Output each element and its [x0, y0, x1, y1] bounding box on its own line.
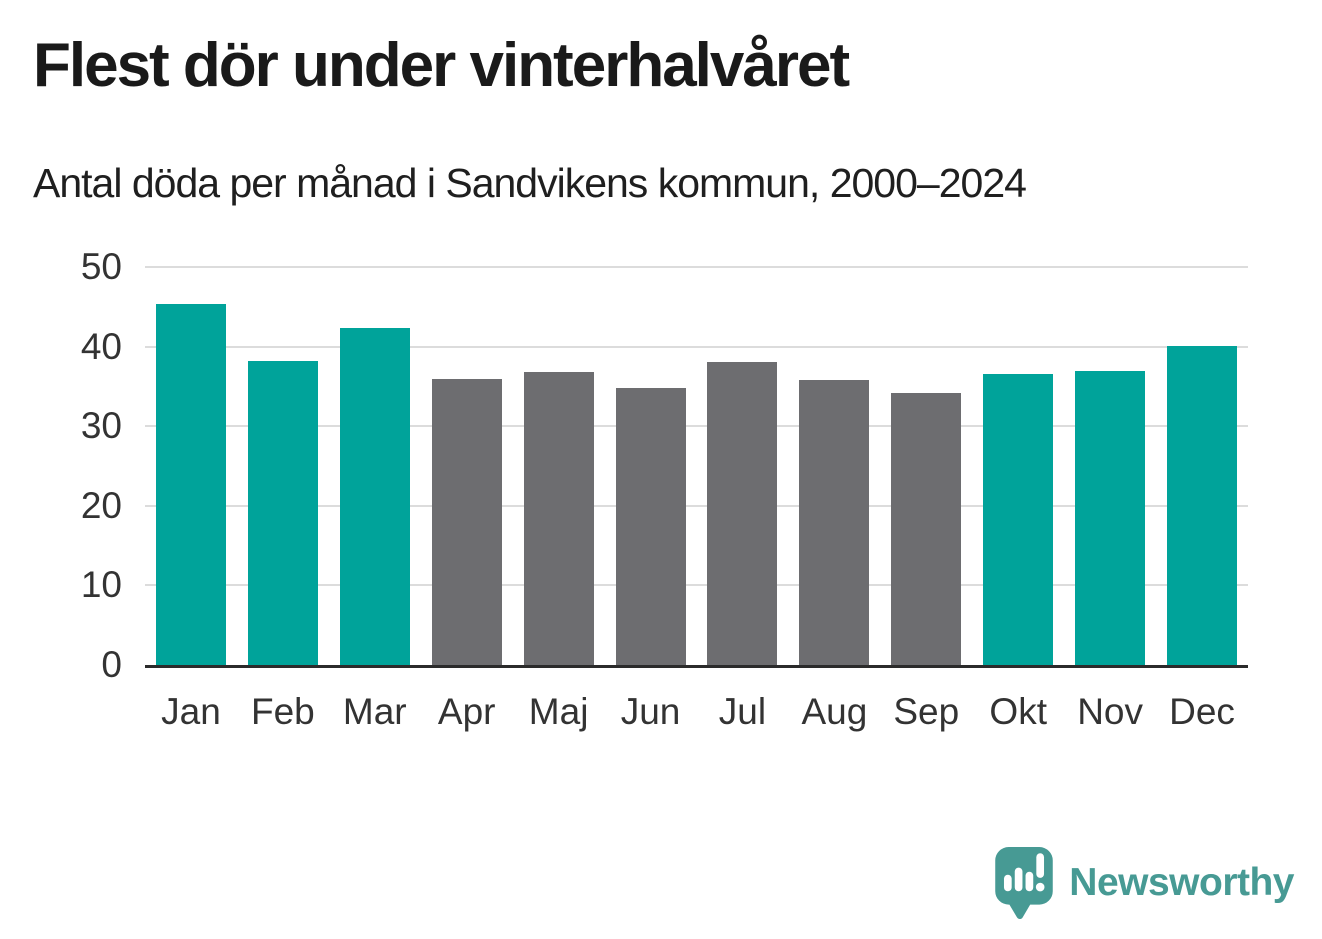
x-axis-label-dec: Dec [1169, 691, 1235, 732]
x-axis-label-aug: Aug [801, 691, 868, 732]
newsworthy-wordmark: Newsworthy [1069, 861, 1294, 904]
gridline-y-20 [145, 504, 1248, 507]
bar-jun [615, 388, 686, 665]
x-axis-label-sep: Sep [893, 691, 960, 732]
y-axis-tick-0: 0 [101, 644, 122, 685]
gridline-y-50 [145, 266, 1248, 268]
newsworthy-logo: Newsworthy [993, 845, 1294, 921]
bar-feb [247, 360, 318, 665]
x-axis-label-okt: Okt [989, 691, 1047, 732]
bar-dec [1167, 345, 1238, 665]
chart-subtitle: Antal döda per månad i Sandvikens kommun… [33, 160, 1027, 206]
bar-aug [799, 380, 870, 665]
speech-bubble-bar-chart-icon [995, 847, 1054, 920]
bar-mar [339, 328, 410, 665]
x-axis-label-jun: Jun [620, 691, 681, 732]
page-title: Flest dör under vinterhalvåret [33, 31, 850, 100]
bar-nov [1075, 371, 1146, 665]
x-axis-label-jul: Jul [718, 691, 767, 732]
bar-jul [707, 361, 778, 665]
bar-okt [983, 374, 1054, 665]
gridline-y-40 [145, 345, 1248, 348]
gridline-y-10 [145, 584, 1248, 587]
y-axis-tick-40: 40 [80, 325, 122, 367]
y-axis-tick-20: 20 [80, 484, 122, 526]
x-axis-label-jan: Jan [161, 691, 221, 732]
bar-jan [155, 304, 226, 665]
y-axis-tick-50: 50 [80, 246, 122, 287]
x-axis-label-mar: Mar [342, 691, 407, 732]
x-axis-label-maj: Maj [528, 691, 589, 732]
y-axis-tick-10: 10 [80, 564, 122, 606]
x-axis-label-nov: Nov [1077, 691, 1144, 732]
bar-sep [891, 392, 962, 665]
bar-apr [431, 379, 502, 665]
bar-chart-plot-area [145, 266, 1248, 668]
x-axis-label-apr: Apr [437, 691, 496, 732]
gridline-y-30 [145, 425, 1248, 428]
bar-maj [523, 372, 594, 665]
y-axis-tick-30: 30 [80, 405, 122, 447]
x-axis-label-feb: Feb [250, 691, 315, 732]
